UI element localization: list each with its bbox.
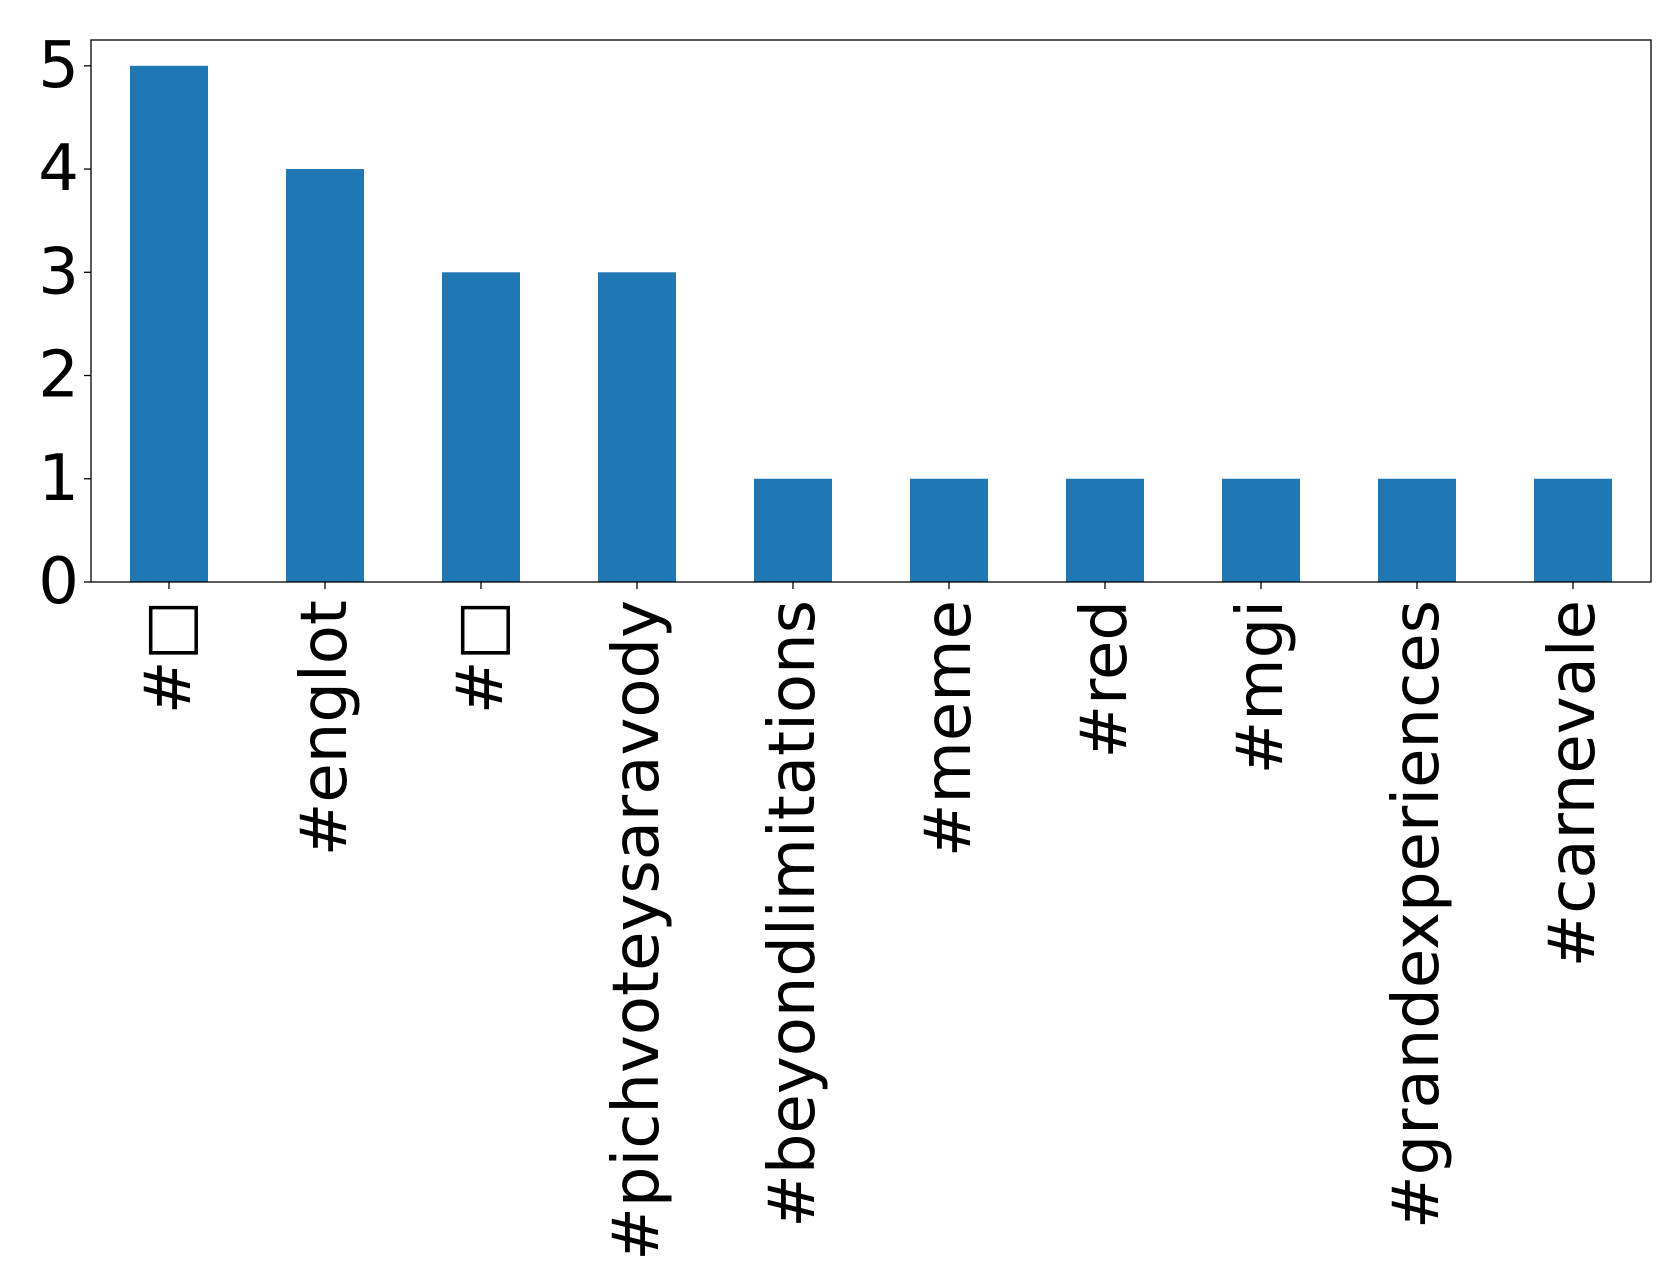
y-tick-label: 5 (38, 29, 79, 103)
plot-frame (90, 39, 1652, 583)
y-tick-label: 1 (38, 442, 79, 516)
x-tick-label: #grandexperiences (1380, 600, 1454, 1229)
x-tick-label: #mgi (1224, 600, 1298, 774)
bars-group (130, 65, 1612, 583)
bar (910, 478, 988, 582)
bar (130, 65, 208, 583)
x-tick-label: #□ (444, 600, 518, 714)
bar (1066, 478, 1144, 582)
x-axis: #□ #englot #□ #pichvoteysaravody #beyondlimi… (132, 582, 1610, 1261)
x-tick-label: #englot (288, 600, 362, 856)
y-tick-label: 0 (38, 545, 79, 619)
bar (754, 478, 832, 582)
y-axis: 0 1 2 3 4 5 (38, 29, 91, 619)
x-tick-label: #pichvoteysaravody (600, 600, 674, 1261)
bar (442, 272, 520, 582)
x-tick-label: #red (1068, 600, 1142, 759)
bar (598, 272, 676, 582)
x-tick-label: #meme (912, 600, 986, 857)
y-tick-label: 4 (38, 132, 79, 206)
bar (1378, 478, 1456, 582)
y-tick-label: 3 (38, 235, 79, 309)
x-tick-label: #beyondlimitations (756, 600, 830, 1228)
bar (1534, 478, 1612, 582)
x-tick-label: #□ (132, 600, 206, 714)
bar (286, 169, 364, 583)
y-tick-label: 2 (38, 339, 79, 413)
bar (1222, 478, 1300, 582)
x-tick-label: #carnevale (1536, 600, 1610, 967)
